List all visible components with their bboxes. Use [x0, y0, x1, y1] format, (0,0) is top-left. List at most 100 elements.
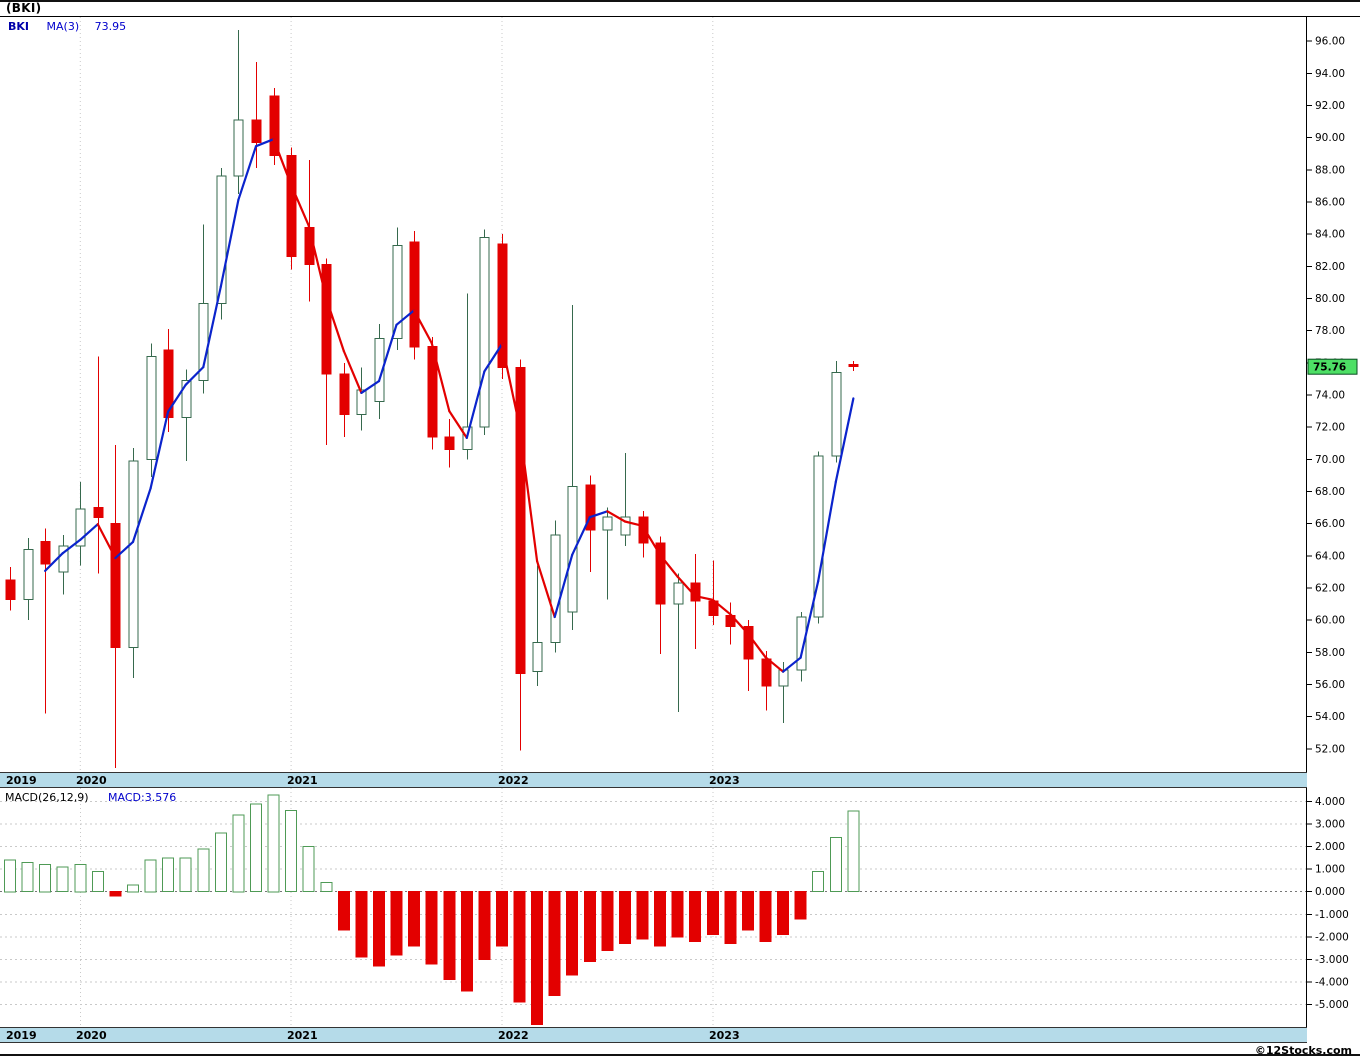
legend-symbol: BKI — [8, 20, 30, 33]
macd-bar-negative — [583, 891, 596, 963]
macd-y-tick-label: -1.000 — [1315, 909, 1349, 921]
candle — [58, 545, 69, 573]
price-y-tick-label: 86.00 — [1315, 197, 1345, 209]
price-y-tick-label: 80.00 — [1315, 293, 1345, 305]
price-y-tick-label: 54.00 — [1315, 711, 1345, 723]
macd-bar-negative — [531, 891, 544, 1026]
page-title: (BKI) — [6, 1, 42, 15]
macd-bar-positive — [144, 859, 157, 893]
candle — [796, 616, 807, 671]
candle — [813, 455, 824, 618]
macd-legend-value: MACD:3.576 — [108, 791, 177, 804]
candle — [409, 241, 420, 348]
price-y-tick-label: 78.00 — [1315, 325, 1345, 337]
candle — [356, 389, 367, 415]
candle — [286, 154, 297, 258]
macd-bar-negative — [566, 891, 579, 976]
candle — [93, 507, 104, 518]
macd-bar-negative — [478, 891, 491, 960]
macd-bar-negative — [671, 891, 684, 938]
candle — [269, 95, 280, 156]
price-y-tick-label: 68.00 — [1315, 486, 1345, 498]
candle — [620, 516, 631, 536]
price-y-tick-label: 96.00 — [1315, 36, 1345, 48]
macd-bar-positive — [302, 846, 315, 893]
macd-bars — [4, 794, 860, 1026]
price-y-tick-label: 52.00 — [1315, 743, 1345, 755]
legend-ma-value: 73.95 — [94, 20, 127, 33]
macd-bar-negative — [109, 891, 122, 897]
macd-bar-positive — [847, 810, 860, 893]
macd-bar-positive — [179, 857, 192, 893]
candle — [444, 436, 455, 451]
price-y-tick-label: 62.00 — [1315, 583, 1345, 595]
price-y-tick-label: 56.00 — [1315, 679, 1345, 691]
x-axis-year-label: 2021 — [287, 774, 318, 787]
price-y-tick-label: 84.00 — [1315, 229, 1345, 241]
candle — [233, 119, 244, 177]
macd-bar-negative — [408, 891, 421, 947]
candle — [743, 626, 754, 660]
candle — [673, 582, 684, 605]
legend-ma-label: MA(3) — [46, 20, 80, 33]
x-axis-year-label: 2019 — [6, 1029, 37, 1042]
candle — [532, 642, 543, 673]
macd-bar-negative — [654, 891, 667, 947]
candle — [638, 516, 649, 544]
macd-bar-negative — [706, 891, 719, 935]
svg-text:75.76: 75.76 — [1313, 362, 1346, 374]
candle — [374, 338, 385, 402]
price-y-tick-label: 90.00 — [1315, 132, 1345, 144]
macd-bar-negative — [724, 891, 737, 945]
x-axis-year-label: 2022 — [498, 1029, 529, 1042]
candle — [23, 548, 34, 600]
macd-bar-positive — [21, 861, 34, 893]
candles — [5, 29, 859, 769]
macd-bar-positive — [320, 882, 333, 893]
candle — [75, 508, 86, 547]
macd-bar-negative — [460, 891, 473, 992]
macd-y-tick-label: 1.000 — [1315, 864, 1345, 876]
macd-bar-negative — [337, 891, 350, 931]
price-y-axis: 96.00 94.00 92.00 90.00 88.00 86.00 84.00 82.00… — [1306, 17, 1345, 772]
x-axis-year-label: 2020 — [76, 774, 107, 787]
macd-bar-negative — [548, 891, 561, 996]
macd-bar-negative — [496, 891, 508, 947]
macd-bar-positive — [74, 864, 87, 893]
candle — [163, 349, 174, 419]
candle — [181, 380, 192, 418]
price-y-tick-label: 58.00 — [1315, 647, 1345, 659]
price-y-tick-label: 72.00 — [1315, 422, 1345, 434]
price-y-tick-label: 92.00 — [1315, 100, 1345, 112]
macd-y-tick-label: -4.000 — [1315, 976, 1349, 988]
macd-bar-negative — [390, 891, 403, 956]
candle — [831, 372, 842, 457]
macd-legend-label: MACD(26,12,9) — [5, 791, 89, 804]
macd-chart: 4.000 3.000 2.000 1.000 0.000 -1.000 -2.000 -3.… — [0, 788, 1349, 1027]
price-chart: 96.00 94.00 92.00 90.00 88.00 86.00 84.00 82.00… — [0, 16, 1360, 772]
macd-y-tick-label: 0.000 — [1315, 886, 1345, 898]
price-y-tick-label: 64.00 — [1315, 550, 1345, 562]
macd-bar-positive — [232, 814, 245, 893]
price-y-tick-label: 74.00 — [1315, 390, 1345, 402]
candle — [110, 523, 121, 649]
macd-bar-negative — [513, 891, 526, 1003]
footer: ©12Stocks.com — [1255, 1044, 1352, 1054]
candle — [5, 579, 16, 600]
macd-y-tick-label: -3.000 — [1315, 954, 1349, 966]
candle — [497, 243, 508, 369]
macd-bar-negative — [373, 891, 385, 967]
macd-legend: MACD(26,12,9) MACD:3.576 — [5, 791, 176, 804]
candle — [585, 484, 596, 531]
macd-bar-positive — [162, 857, 175, 893]
candle — [550, 534, 561, 644]
macd-bar-negative — [601, 891, 614, 951]
macd-bar-positive — [812, 870, 825, 893]
candle — [321, 264, 332, 375]
candle — [216, 175, 227, 304]
price-y-tick-label: 82.00 — [1315, 261, 1345, 273]
macd-bar-positive — [39, 864, 52, 893]
macd-bar-negative — [794, 891, 807, 920]
macd-y-tick-label: 2.000 — [1315, 841, 1345, 853]
